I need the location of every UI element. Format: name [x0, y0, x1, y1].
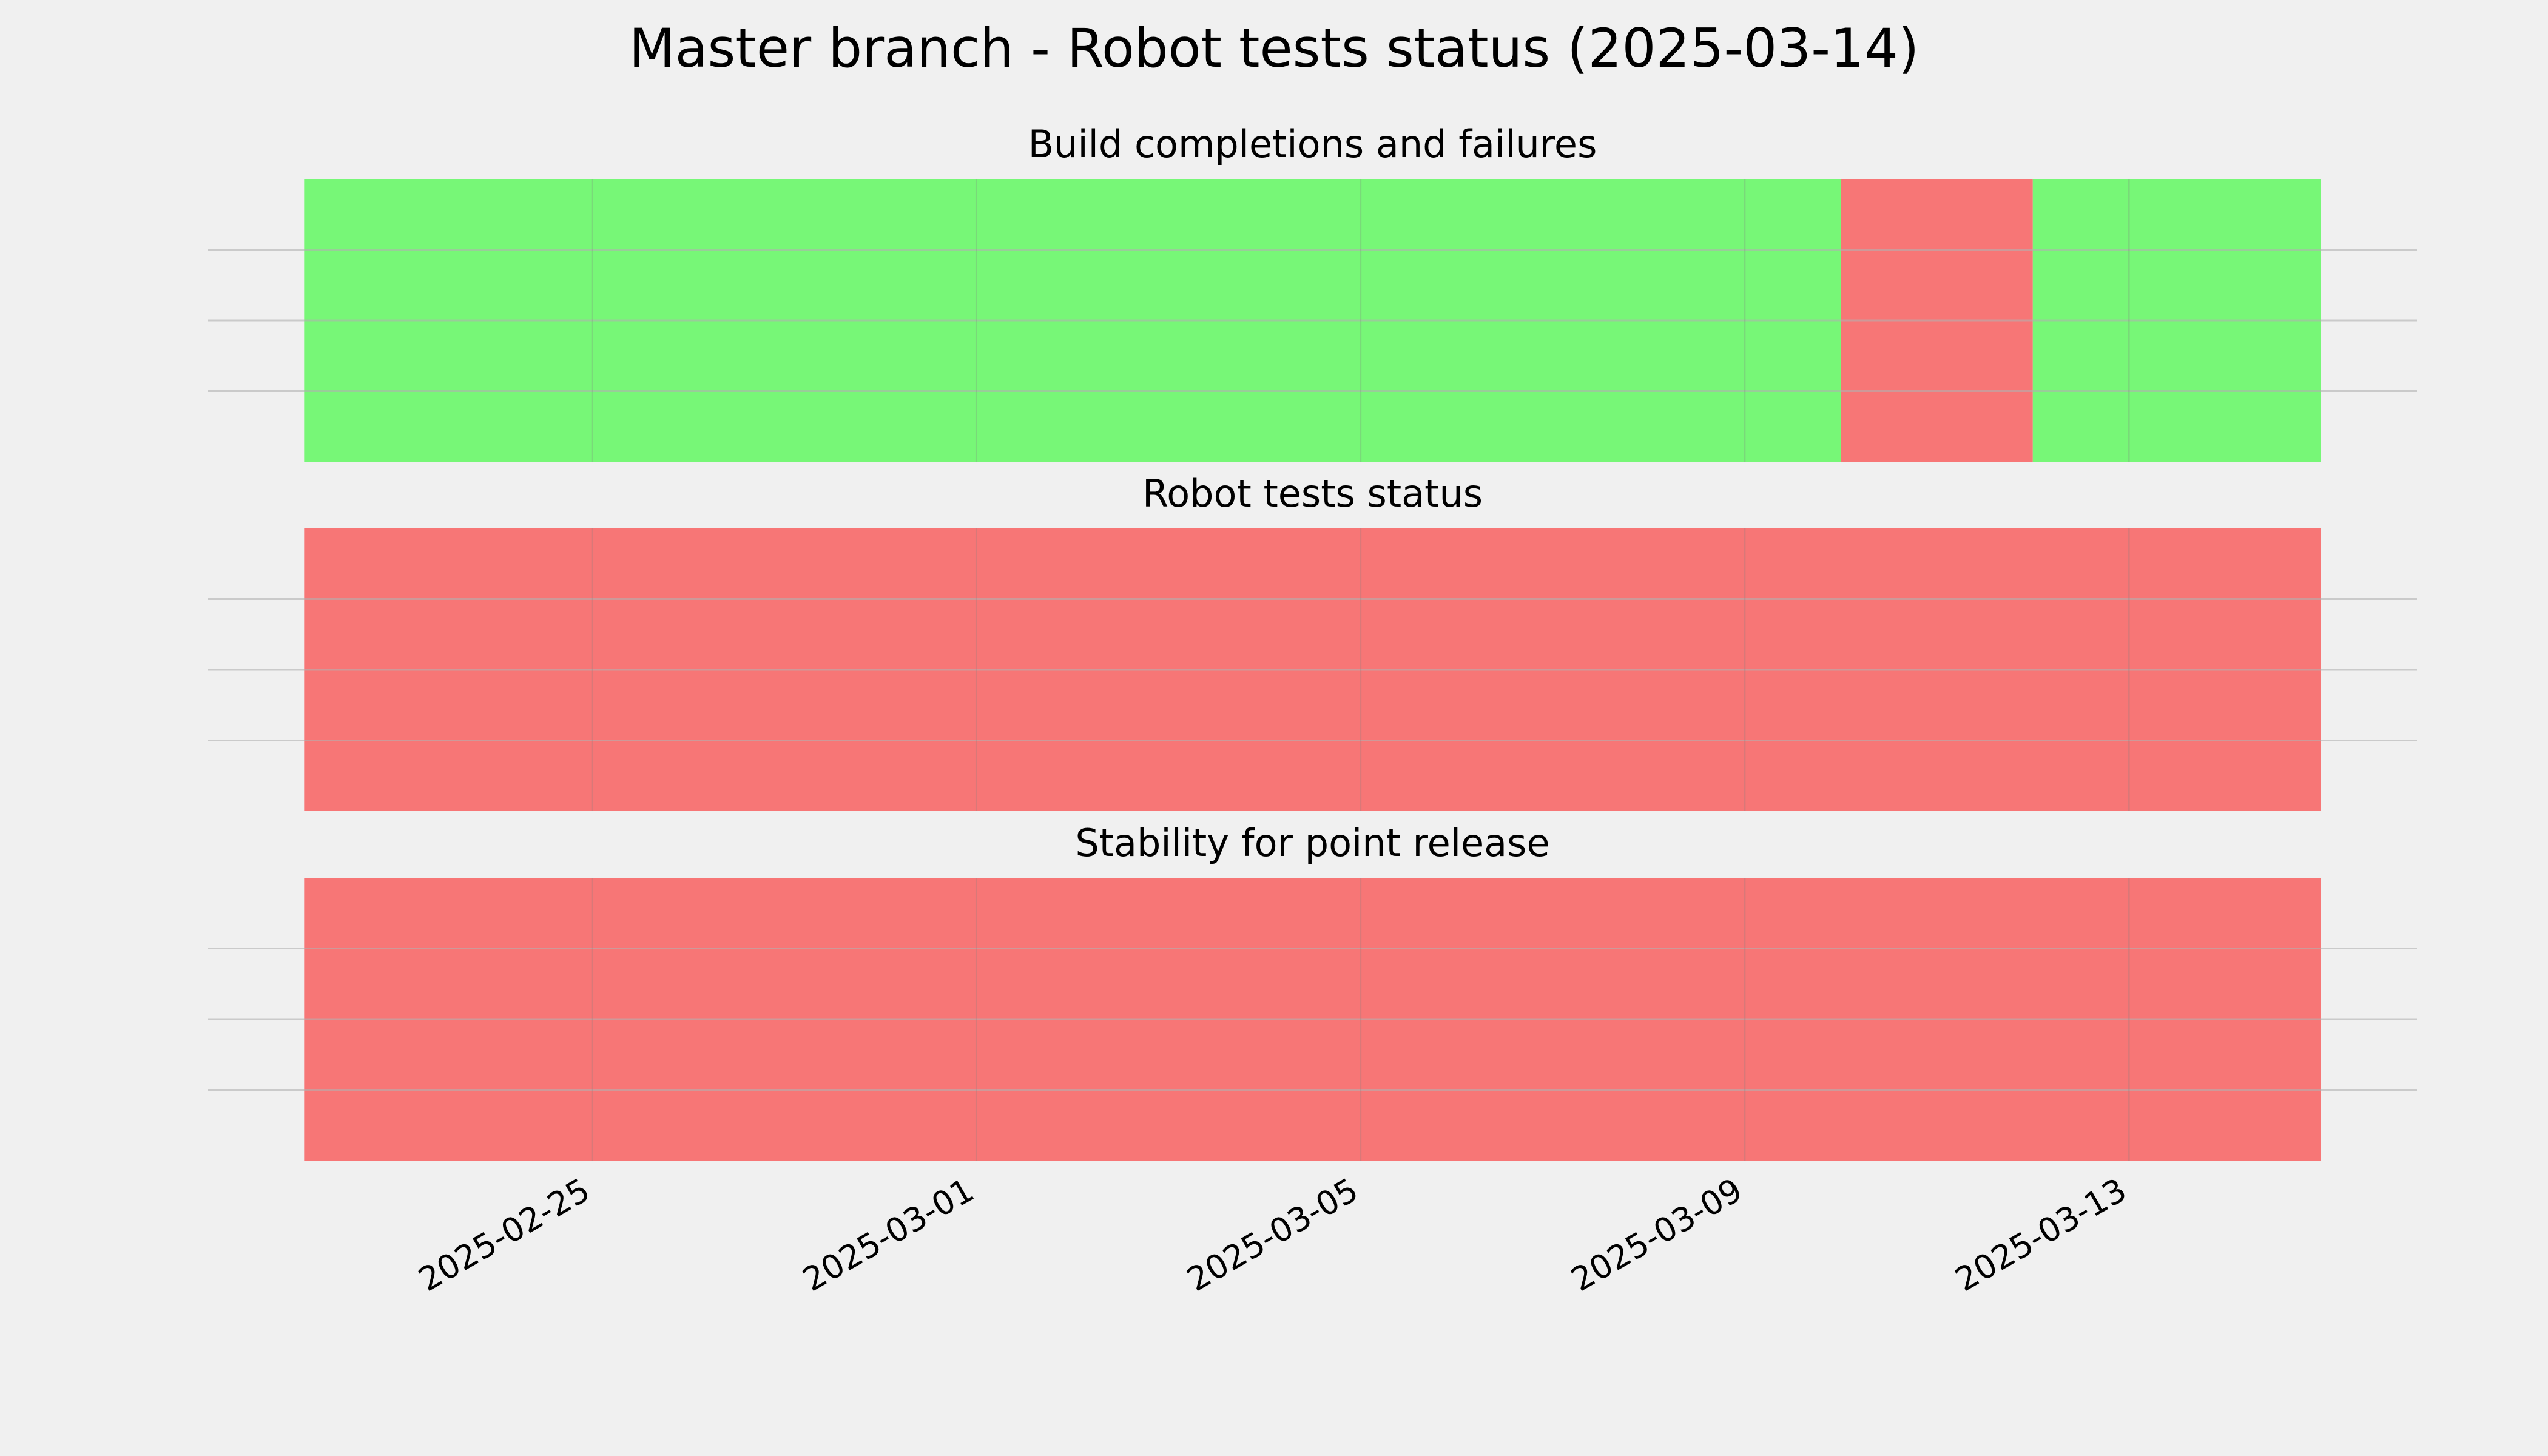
chart-title: Master branch - Robot tests status (2025…: [629, 17, 1919, 79]
panel-title: Build completions and failures: [1028, 122, 1597, 166]
panel-title: Robot tests status: [1142, 471, 1483, 516]
panel-title: Stability for point release: [1075, 821, 1549, 865]
